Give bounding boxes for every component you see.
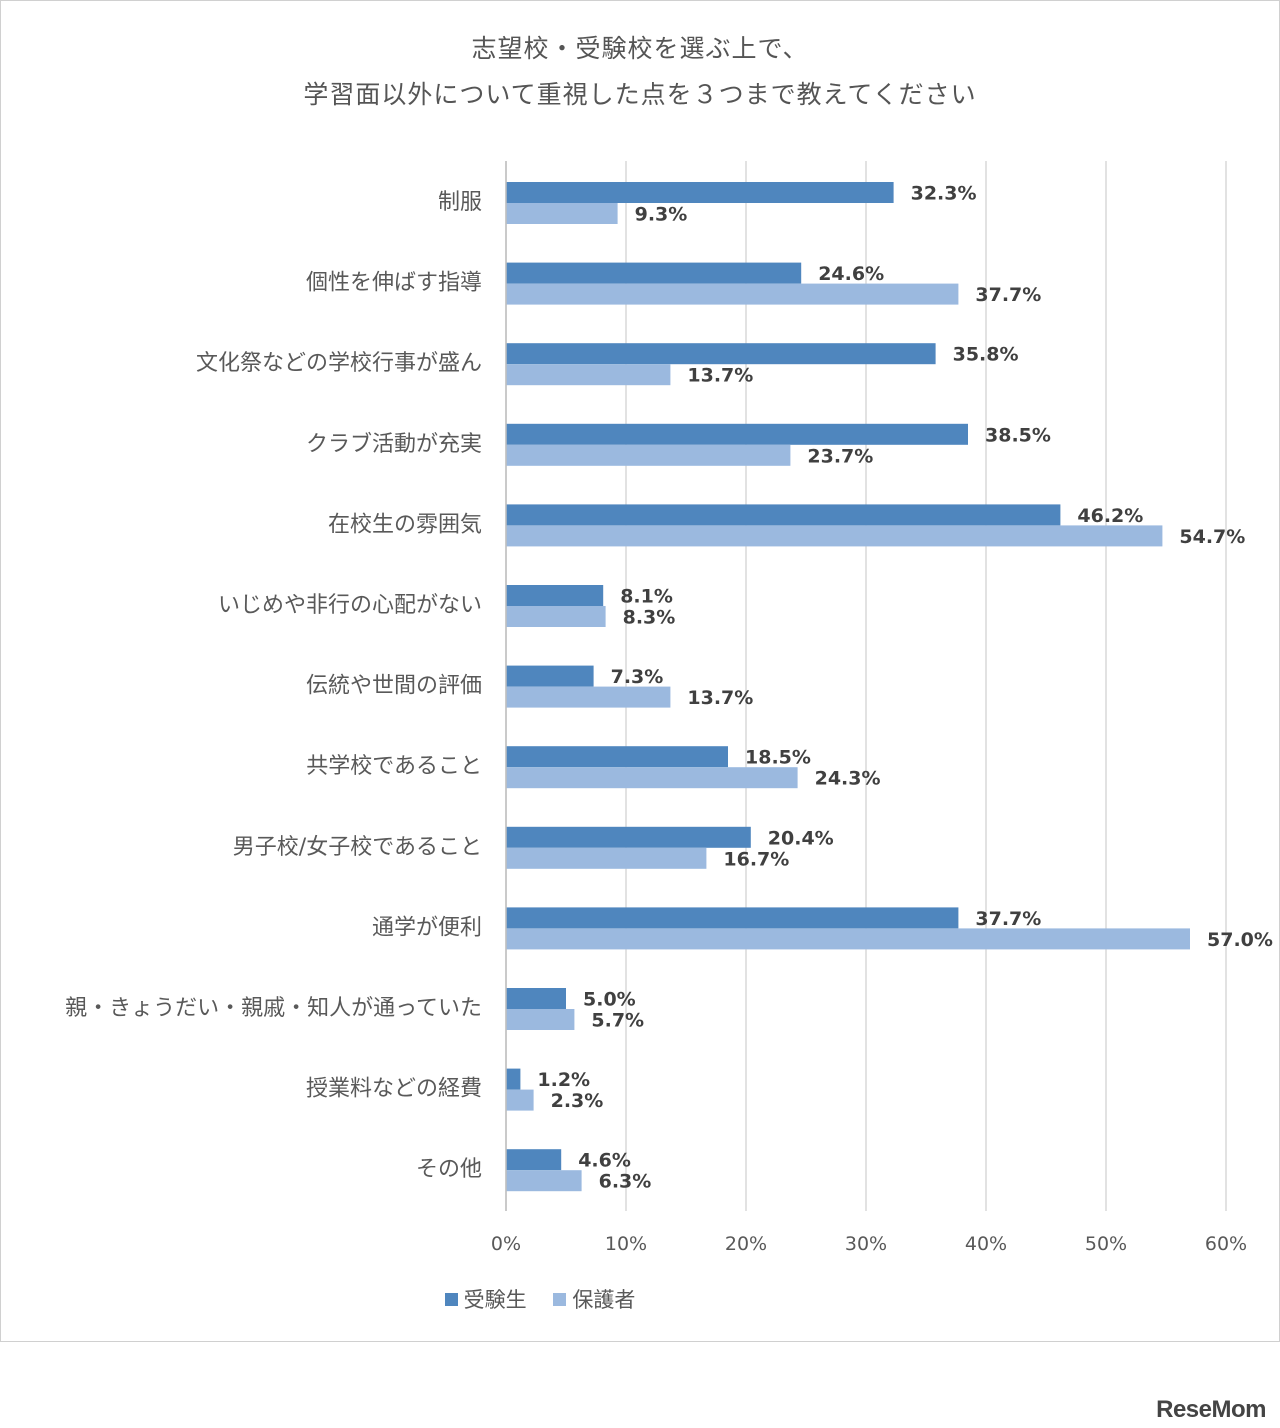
category-label: 伝統や世間の評価 xyxy=(306,674,482,699)
bar xyxy=(506,262,802,284)
x-tick-label: 50% xyxy=(1085,1233,1127,1255)
bar xyxy=(506,182,894,203)
data-label: 24.6% xyxy=(818,263,884,285)
legend-item-series-2: 保護者 xyxy=(553,1284,635,1314)
chart-title: 志望校・受験校を選ぶ上で、 学習面以外について重視した点を３つまで教えてください xyxy=(0,26,1280,118)
data-label: 5.7% xyxy=(591,1010,644,1032)
x-tick-label: 60% xyxy=(1205,1233,1247,1255)
chart-frame xyxy=(0,0,1280,1342)
bar xyxy=(506,1009,575,1030)
data-label: 1.2% xyxy=(537,1069,590,1091)
category-label: クラブ活動が充実 xyxy=(306,432,482,457)
bar xyxy=(506,1170,582,1192)
watermark-logo: ReseMom xyxy=(1156,1396,1266,1423)
data-label: 7.3% xyxy=(611,666,664,688)
data-label: 57.0% xyxy=(1207,929,1273,951)
category-label: 個性を伸ばす指導 xyxy=(306,271,482,296)
data-label: 6.3% xyxy=(599,1171,652,1193)
data-label: 32.3% xyxy=(911,183,977,205)
x-tick-label: 40% xyxy=(965,1233,1007,1255)
bar xyxy=(506,746,728,768)
bar xyxy=(506,767,798,789)
data-label: 13.7% xyxy=(687,365,753,387)
category-label: 文化祭などの学校行事が盛ん xyxy=(196,351,482,376)
data-label: 4.6% xyxy=(578,1150,631,1172)
chart-title-line-1: 志望校・受験校を選ぶ上で、 xyxy=(471,34,809,63)
chart-title-line-2: 学習面以外について重視した点を３つまで教えてください xyxy=(303,80,977,109)
data-label: 2.3% xyxy=(551,1090,604,1112)
bar xyxy=(506,423,968,445)
bar xyxy=(506,444,791,466)
data-label: 8.1% xyxy=(620,586,673,608)
data-label: 13.7% xyxy=(687,687,753,709)
bar xyxy=(506,525,1163,547)
data-label: 37.7% xyxy=(975,284,1041,306)
legend-label-series-1: 受験生 xyxy=(463,1288,527,1312)
bar xyxy=(506,364,671,386)
bar-chart: 0% 10% 20% 30% 40% 50% 60% 制服 32.3% 9.3% 個性を伸ばす指導 2… xyxy=(65,161,1273,1255)
legend: 受験生 保護者 xyxy=(0,1284,1080,1314)
bar xyxy=(506,504,1061,526)
x-tick-label: 0% xyxy=(491,1233,521,1255)
bar xyxy=(506,203,618,224)
bar xyxy=(506,585,604,606)
bar xyxy=(506,343,936,365)
data-label: 35.8% xyxy=(953,344,1019,366)
legend-item-series-1: 受験生 xyxy=(444,1284,527,1314)
category-label: 授業料などの経費 xyxy=(306,1077,482,1102)
bar xyxy=(506,907,959,929)
data-label: 8.3% xyxy=(623,607,676,629)
x-tick-label: 20% xyxy=(725,1233,767,1255)
bar xyxy=(506,988,566,1009)
category-label: 親・きょうだい・親戚・知人が通っていた xyxy=(65,996,482,1021)
data-label: 20.4% xyxy=(768,827,834,849)
legend-swatch-series-2 xyxy=(553,1292,567,1306)
bar xyxy=(506,686,671,708)
bar xyxy=(506,1149,562,1171)
category-label: その他 xyxy=(416,1157,482,1182)
legend-swatch-series-1 xyxy=(444,1292,458,1306)
data-label: 24.3% xyxy=(815,768,881,790)
x-tick-label: 30% xyxy=(845,1233,887,1255)
category-label: いじめや非行の心配がない xyxy=(218,593,482,618)
data-label: 38.5% xyxy=(985,424,1051,446)
data-label: 54.7% xyxy=(1179,526,1245,548)
bar xyxy=(506,826,751,848)
category-label: 制服 xyxy=(438,190,482,215)
category-label: 在校生の雰囲気 xyxy=(328,512,482,537)
bar xyxy=(506,606,606,627)
data-label: 23.7% xyxy=(807,445,873,467)
data-label: 16.7% xyxy=(723,848,789,870)
bar xyxy=(506,665,594,687)
data-label: 9.3% xyxy=(635,204,688,226)
data-label: 46.2% xyxy=(1077,505,1143,527)
legend-label-series-2: 保護者 xyxy=(572,1288,636,1312)
category-label: 男子校/女子校であること xyxy=(233,835,482,860)
bar xyxy=(506,283,959,305)
bar xyxy=(506,1089,534,1111)
data-label: 37.7% xyxy=(975,908,1041,930)
category-label: 通学が便利 xyxy=(372,915,482,940)
data-label: 5.0% xyxy=(583,989,636,1011)
category-label: 共学校であること xyxy=(306,754,482,779)
bar xyxy=(506,847,707,869)
x-tick-label: 10% xyxy=(605,1233,647,1255)
bar xyxy=(506,928,1190,950)
data-label: 18.5% xyxy=(745,747,811,769)
bar xyxy=(506,1068,521,1090)
